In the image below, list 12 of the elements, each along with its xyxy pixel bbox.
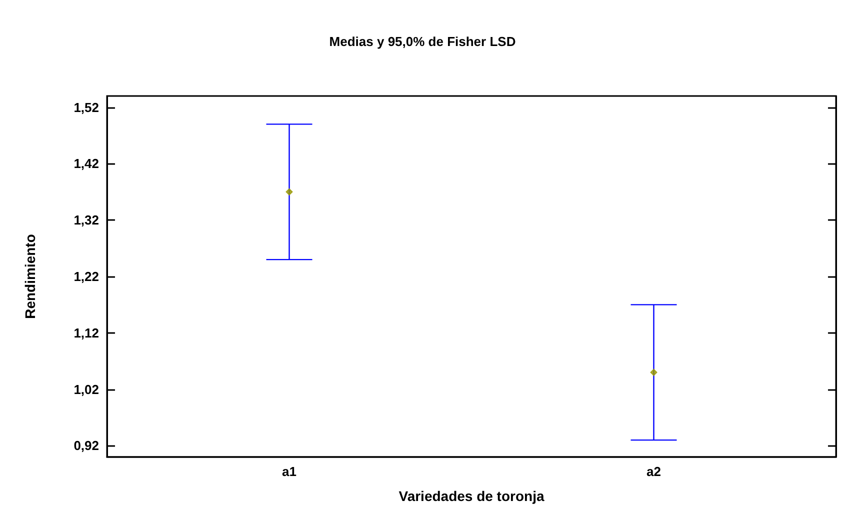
y-tick-label: 1,12 <box>74 325 99 340</box>
x-tick-label: a2 <box>646 464 661 479</box>
y-tick-label: 1,52 <box>74 100 99 115</box>
x-tick-label: a1 <box>282 464 296 479</box>
y-tick-label: 1,22 <box>74 269 99 284</box>
y-tick-label: 1,02 <box>74 382 99 397</box>
x-axis-title: Variedades de toronja <box>398 488 544 504</box>
chart-title: Medias y 95,0% de Fisher LSD <box>329 34 516 49</box>
y-tick-label: 1,42 <box>74 156 99 172</box>
y-tick-label: 0,92 <box>74 438 99 454</box>
y-axis-title: Rendimiento <box>22 234 38 319</box>
y-tick-label: 1,32 <box>74 212 99 228</box>
